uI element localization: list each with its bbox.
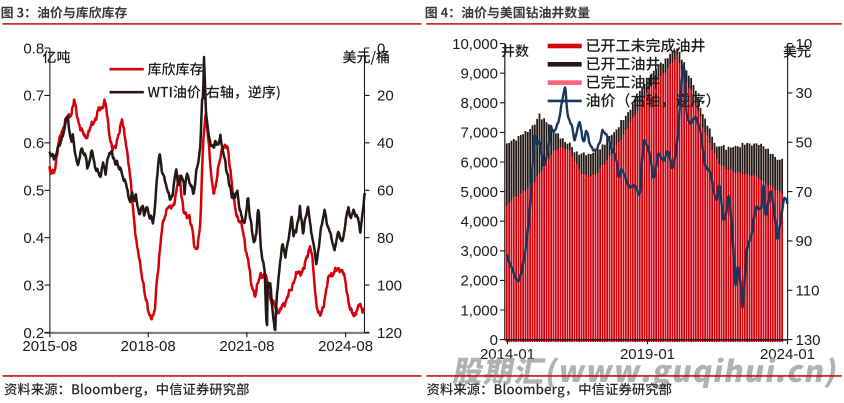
svg-text:120: 120: [377, 325, 402, 342]
svg-text:10,000: 10,000: [452, 36, 498, 53]
svg-text:4,000: 4,000: [460, 214, 498, 231]
svg-text:0.7: 0.7: [23, 88, 44, 105]
svg-text:7,000: 7,000: [460, 125, 498, 142]
svg-text:40: 40: [377, 135, 394, 152]
svg-text:10: 10: [796, 36, 813, 53]
svg-text:0.2: 0.2: [23, 325, 44, 342]
svg-text:0.3: 0.3: [23, 277, 44, 294]
svg-text:30: 30: [796, 85, 813, 102]
svg-text:2015-08: 2015-08: [22, 338, 77, 355]
svg-text:0.5: 0.5: [23, 183, 44, 200]
svg-text:90: 90: [796, 233, 813, 250]
svg-text:130: 130: [796, 332, 821, 349]
svg-text:2021-08: 2021-08: [219, 338, 274, 355]
svg-text:110: 110: [796, 283, 820, 300]
svg-text:50: 50: [796, 135, 813, 152]
svg-text:2019-01: 2019-01: [620, 346, 675, 363]
svg-text:2018-08: 2018-08: [121, 338, 176, 355]
svg-text:3,000: 3,000: [460, 243, 498, 260]
svg-text:0.4: 0.4: [23, 230, 44, 247]
svg-text:60: 60: [377, 183, 394, 200]
svg-text:1,000: 1,000: [460, 302, 498, 319]
svg-text:0: 0: [377, 40, 385, 57]
svg-text:100: 100: [377, 277, 402, 294]
svg-text:8,000: 8,000: [460, 95, 498, 112]
svg-text:0: 0: [490, 332, 498, 349]
svg-text:5,000: 5,000: [460, 184, 498, 201]
svg-text:9,000: 9,000: [460, 66, 498, 83]
svg-text:70: 70: [796, 184, 813, 201]
svg-text:2024-08: 2024-08: [318, 338, 373, 355]
svg-text:20: 20: [377, 88, 394, 105]
svg-text:0.8: 0.8: [23, 40, 44, 57]
svg-text:2024-01: 2024-01: [760, 346, 815, 363]
svg-text:6,000: 6,000: [460, 154, 498, 171]
svg-text:0.6: 0.6: [23, 135, 44, 152]
svg-text:80: 80: [377, 230, 394, 247]
svg-text:2,000: 2,000: [460, 273, 498, 290]
